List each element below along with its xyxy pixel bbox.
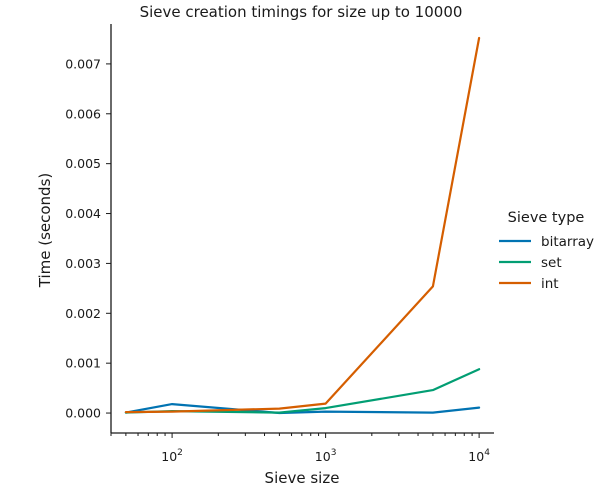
y-tick-label: 0.002 bbox=[65, 306, 101, 321]
x-tick-base: 10 bbox=[468, 449, 484, 464]
x-tick-label: 103 bbox=[315, 448, 337, 464]
x-tick-exponent: 2 bbox=[177, 448, 183, 458]
y-tick-label: 0.004 bbox=[65, 206, 101, 221]
x-axis-label: Sieve size bbox=[265, 469, 340, 487]
legend-label-int: int bbox=[541, 276, 559, 292]
y-tick-label: 0.000 bbox=[65, 406, 101, 421]
legend-label-bitarray: bitarray bbox=[541, 234, 594, 250]
legend-label-set: set bbox=[541, 255, 562, 271]
x-tick-exponent: 3 bbox=[331, 448, 337, 458]
series-line-bitarray bbox=[124, 403, 481, 415]
y-tick-label: 0.001 bbox=[65, 356, 101, 371]
y-tick-label: 0.007 bbox=[65, 56, 101, 71]
x-tick-base: 10 bbox=[161, 449, 177, 464]
x-tick-exponent: 4 bbox=[484, 448, 490, 458]
y-tick-label: 0.005 bbox=[65, 156, 101, 171]
legend-title: Sieve type bbox=[508, 210, 585, 226]
series-line-int bbox=[124, 36, 481, 414]
series-group bbox=[124, 36, 481, 415]
x-tick-label: 104 bbox=[468, 448, 490, 464]
x-tick-label: 102 bbox=[161, 448, 183, 464]
legend: Sieve type bitarray set int bbox=[499, 210, 594, 292]
x-ticks: 102 103 104 bbox=[110, 433, 490, 464]
y-tick-label: 0.006 bbox=[65, 106, 101, 121]
chart-title: Sieve creation timings for size up to 10… bbox=[140, 3, 463, 21]
legend-items: bitarray set int bbox=[499, 234, 594, 292]
y-axis-label: Time (seconds) bbox=[36, 173, 54, 289]
y-ticks: 0.000 0.001 0.002 0.003 0.004 0.005 0.006 0.007 bbox=[65, 56, 111, 421]
x-tick-base: 10 bbox=[315, 449, 331, 464]
y-tick-label: 0.003 bbox=[65, 256, 101, 271]
axes bbox=[110, 24, 494, 434]
